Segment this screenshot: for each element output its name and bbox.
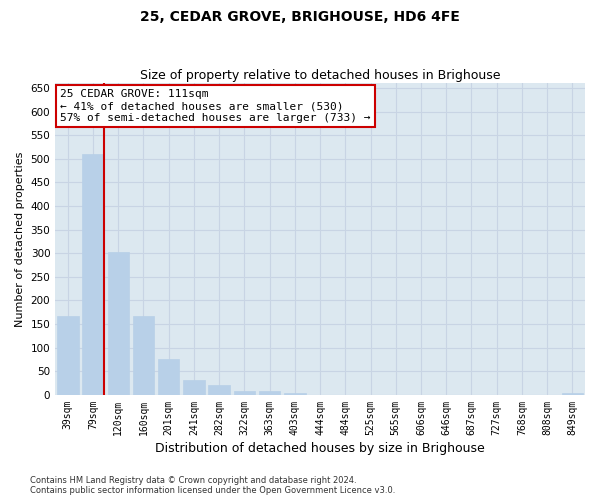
Y-axis label: Number of detached properties: Number of detached properties	[15, 152, 25, 326]
Text: 25, CEDAR GROVE, BRIGHOUSE, HD6 4FE: 25, CEDAR GROVE, BRIGHOUSE, HD6 4FE	[140, 10, 460, 24]
Bar	[107, 252, 129, 395]
Bar	[82, 154, 104, 395]
Text: Contains HM Land Registry data © Crown copyright and database right 2024.
Contai: Contains HM Land Registry data © Crown c…	[30, 476, 395, 495]
Bar	[57, 316, 79, 395]
X-axis label: Distribution of detached houses by size in Brighouse: Distribution of detached houses by size …	[155, 442, 485, 455]
Bar	[183, 380, 205, 395]
Text: 25 CEDAR GROVE: 111sqm
← 41% of detached houses are smaller (530)
57% of semi-de: 25 CEDAR GROVE: 111sqm ← 41% of detached…	[61, 90, 371, 122]
Bar	[259, 390, 280, 395]
Bar	[562, 392, 583, 395]
Bar	[284, 392, 305, 395]
Bar	[208, 386, 230, 395]
Bar	[158, 359, 179, 395]
Bar	[233, 390, 255, 395]
Title: Size of property relative to detached houses in Brighouse: Size of property relative to detached ho…	[140, 69, 500, 82]
Bar	[133, 316, 154, 395]
